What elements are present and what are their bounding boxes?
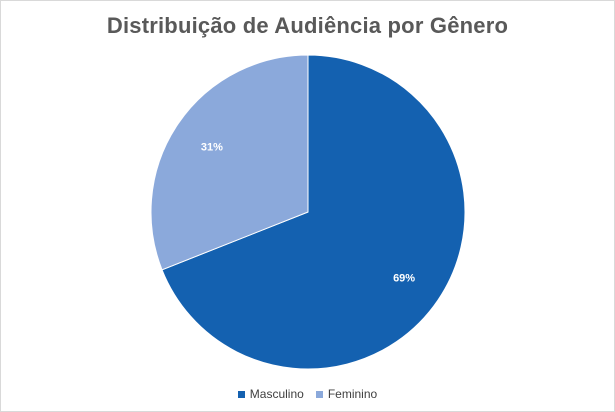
legend-item-masculino: Masculino xyxy=(237,387,304,401)
data-label-masculino: 69% xyxy=(393,272,415,284)
pie-slice-feminino xyxy=(150,54,309,271)
legend-swatch-masculino xyxy=(237,390,245,398)
data-label-feminino: 31% xyxy=(201,142,223,154)
chart-legend: Masculino Feminino xyxy=(1,387,614,401)
legend-label-feminino: Feminino xyxy=(327,387,378,401)
legend-swatch-feminino xyxy=(315,390,323,398)
legend-item-feminino: Feminino xyxy=(315,387,378,401)
chart-title: Distribuição de Audiência por Gênero xyxy=(106,13,509,38)
legend-label-masculino: Masculino xyxy=(249,387,304,401)
pie-slice-masculino xyxy=(161,54,466,370)
